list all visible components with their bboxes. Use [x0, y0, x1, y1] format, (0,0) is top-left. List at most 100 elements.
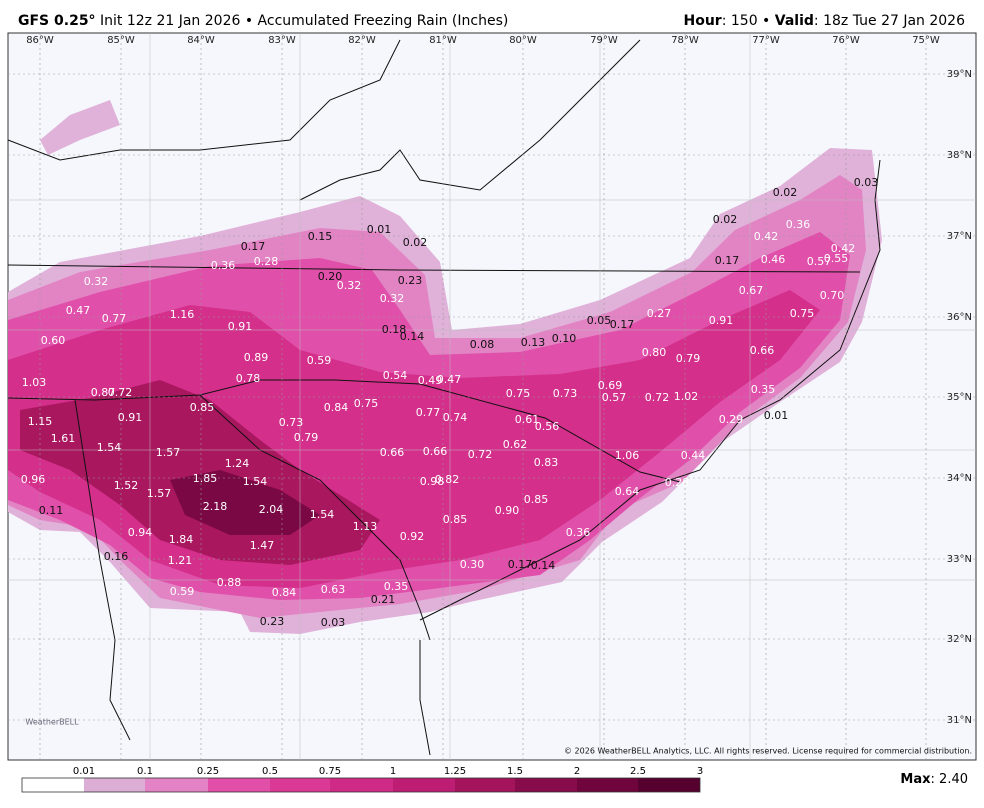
- colorbar-tick-label: 1.25: [444, 766, 466, 777]
- value-label: 0.23: [398, 274, 423, 287]
- value-label: 0.02: [713, 213, 738, 226]
- value-label: 0.85: [443, 513, 468, 526]
- value-label: 1.54: [243, 475, 268, 488]
- value-label: 0.73: [279, 416, 304, 429]
- colorbar-tick-label: 2.5: [630, 766, 646, 777]
- value-label: 0.15: [308, 230, 333, 243]
- longitude-label: 85°W: [107, 35, 135, 46]
- value-label: 1.47: [250, 539, 275, 552]
- shade-001b: [40, 100, 120, 155]
- value-label: 0.01: [764, 409, 789, 422]
- ky-oh-line: [7, 39, 401, 161]
- value-label: 0.35: [384, 580, 409, 593]
- value-label: 0.16: [104, 550, 129, 563]
- borders: [7, 39, 881, 756]
- colorbar-tick-label: 0.25: [197, 766, 219, 777]
- copyright: © 2026 WeatherBELL Analytics, LLC. All r…: [564, 747, 972, 756]
- value-label: 0.36: [211, 259, 236, 272]
- nc-sc-line: [7, 379, 681, 483]
- value-label: 1.54: [97, 441, 122, 454]
- value-label: 1.02: [674, 390, 699, 403]
- value-label: 0.75: [506, 387, 531, 400]
- value-label: 0.30: [460, 558, 485, 571]
- value-label: 0.69: [598, 379, 623, 392]
- value-label: 0.35: [751, 383, 776, 396]
- model: GFS 0.25°: [18, 13, 96, 29]
- colorbar-frame: [21, 777, 701, 793]
- value-label: 0.96: [21, 473, 46, 486]
- valid: : 18z Tue 27 Jan 2026: [814, 13, 965, 29]
- value-label: 0.79: [676, 352, 701, 365]
- value-label: 0.84: [272, 586, 297, 599]
- value-label: 0.85: [524, 493, 549, 506]
- latitude-label: 39°N: [947, 69, 972, 80]
- value-label: 0.23: [260, 615, 285, 628]
- value-label: 0.62: [503, 438, 528, 451]
- value-label: 0.02: [403, 236, 428, 249]
- value-label: 0.47: [66, 304, 91, 317]
- value-label: 0.61: [515, 413, 540, 426]
- value-label: 0.59: [170, 585, 195, 598]
- colorbar-tick-label: 3: [697, 766, 703, 777]
- value-label: 0.18: [382, 323, 407, 336]
- value-label: 0.42: [831, 242, 856, 255]
- longitude-label: 86°W: [26, 35, 54, 46]
- value-label: 0.64: [615, 485, 640, 498]
- value-label: 0.21: [371, 593, 396, 606]
- value-label: 0.66: [380, 446, 405, 459]
- value-label: 0.57: [602, 391, 627, 404]
- value-label: 0.49: [418, 374, 443, 387]
- value-label: 1.61: [51, 432, 76, 445]
- value-label: 0.78: [236, 372, 261, 385]
- longitude-label: 81°W: [429, 35, 457, 46]
- value-label: 1.21: [168, 554, 193, 567]
- value-label: 0.90: [495, 504, 520, 517]
- va-nc-line: [7, 264, 861, 273]
- value-label: 1.03: [22, 376, 47, 389]
- value-label: 0.72: [645, 391, 670, 404]
- value-label: 0.60: [41, 334, 66, 347]
- value-label: 0.27: [647, 307, 672, 320]
- header-left: GFS 0.25° Init 12z 21 Jan 2026 • Accumul…: [18, 13, 508, 29]
- al-ga-line: [74, 399, 131, 741]
- value-label: 0.84: [324, 401, 349, 414]
- value-label: 0.17: [715, 254, 740, 267]
- value-label: 0.32: [380, 292, 405, 305]
- value-label: 0.17: [508, 558, 533, 571]
- colorbar-tick-label: 0.5: [262, 766, 278, 777]
- value-label: 0.01: [367, 223, 392, 236]
- value-label: 0.13: [521, 336, 546, 349]
- longitude-label: 83°W: [268, 35, 296, 46]
- shade-2: [170, 470, 320, 535]
- value-label: 0.08: [470, 338, 495, 351]
- colorbar-segment: [330, 778, 393, 792]
- latitude-label: 33°N: [947, 554, 972, 565]
- value-label: 0.85: [190, 401, 215, 414]
- longitude-label: 77°W: [752, 35, 780, 46]
- value-label: 0.36: [566, 526, 591, 539]
- value-label: 0.02: [773, 186, 798, 199]
- value-label: 0.92: [400, 530, 425, 543]
- title: Init 12z 21 Jan 2026 • Accumulated Freez…: [100, 13, 508, 29]
- latitude-label: 36°N: [947, 312, 972, 323]
- value-label: 1.24: [225, 457, 250, 470]
- value-label: 0.05: [587, 314, 612, 327]
- value-label: 1.15: [28, 415, 53, 428]
- value-label: 0.46: [761, 253, 786, 266]
- value-label: 0.91: [118, 411, 143, 424]
- value-label: 1.16: [170, 308, 195, 321]
- value-label: 0.91: [228, 320, 253, 333]
- latitude-label: 34°N: [947, 473, 972, 484]
- colorbar: 0.01 0.1 0.25 0.5 0.75 1 1.25 1.5 2 2.5 3: [21, 766, 703, 793]
- latitude-label: 35°N: [947, 392, 972, 403]
- value-label: 0.70: [820, 289, 845, 302]
- value-label: 0.74: [443, 411, 468, 424]
- longitude-label: 82°W: [348, 35, 376, 46]
- hour-label: Hour: [684, 13, 722, 29]
- value-label: 0.67: [739, 284, 764, 297]
- value-label: 0.80: [642, 346, 667, 359]
- value-label: 0.75: [354, 397, 379, 410]
- colorbar-tick-label: 0.1: [137, 766, 153, 777]
- value-label: 0.14: [400, 330, 425, 343]
- longitude-label: 84°W: [187, 35, 215, 46]
